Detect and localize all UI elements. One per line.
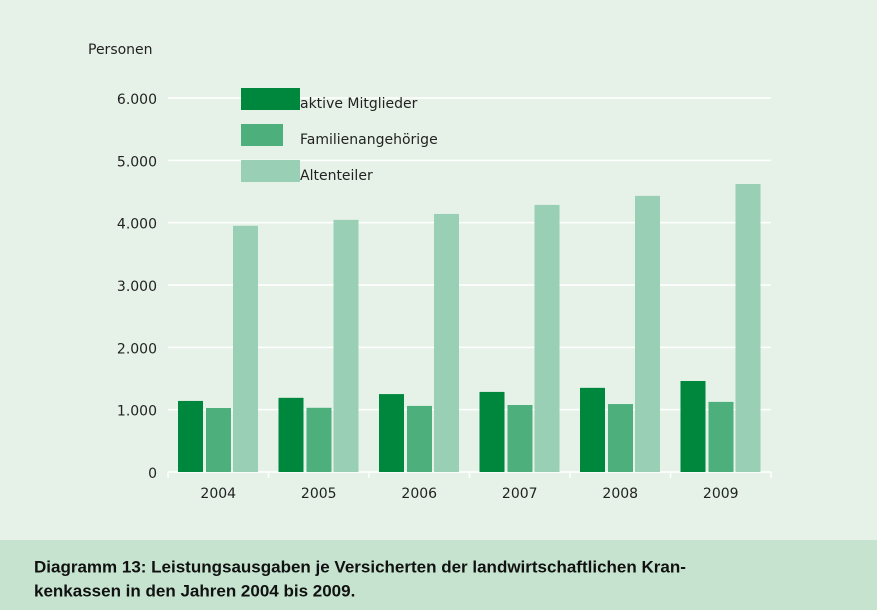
bar <box>580 387 605 472</box>
legend-swatch <box>241 88 300 110</box>
bar <box>708 401 734 472</box>
legend-label: Altenteiler <box>300 168 373 184</box>
bar <box>608 404 633 472</box>
y-tick-label: 5.000 <box>117 154 157 170</box>
y-tick-label: 0 <box>148 466 157 482</box>
y-tick-label: 3.000 <box>117 279 157 295</box>
bar <box>534 204 560 472</box>
x-tick-label: 2006 <box>401 486 437 502</box>
x-tick-label: 2007 <box>502 486 538 502</box>
y-axis-label: Personen <box>88 42 153 58</box>
y-tick-label: 1.000 <box>117 404 157 420</box>
bar <box>278 397 304 472</box>
legend-swatch <box>241 160 300 182</box>
y-tick-label: 6.000 <box>117 92 157 108</box>
bar <box>233 225 258 472</box>
bar <box>635 195 660 472</box>
bar <box>178 400 203 472</box>
caption: Diagramm 13: Leistungsausgaben je Versic… <box>34 557 686 576</box>
legend-swatch <box>241 124 283 146</box>
y-tick-label: 4.000 <box>117 217 157 233</box>
x-tick-label: 2009 <box>703 486 739 502</box>
legend-label: Familienangehörige <box>300 132 438 148</box>
caption: kenkassen in den Jahren 2004 bis 2009. <box>34 581 355 600</box>
y-tick-label: 2.000 <box>117 341 157 357</box>
bar <box>479 391 505 472</box>
caption-background <box>0 540 877 610</box>
bar <box>407 405 432 472</box>
bar <box>333 219 359 472</box>
bar <box>379 394 404 472</box>
bar <box>306 407 332 472</box>
bar <box>680 380 706 472</box>
x-tick-label: 2005 <box>301 486 337 502</box>
bar <box>507 404 533 472</box>
x-tick-label: 2008 <box>602 486 638 502</box>
bar <box>735 184 761 472</box>
legend-label: aktive Mitglieder <box>300 96 418 112</box>
x-tick-label: 2004 <box>200 486 236 502</box>
bar <box>206 407 231 472</box>
bar <box>434 213 459 472</box>
